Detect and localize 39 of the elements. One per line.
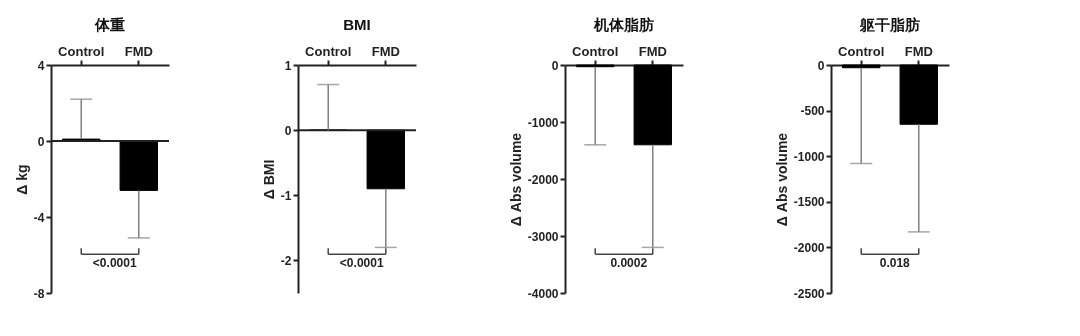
y-tick-label: -1000 xyxy=(527,115,559,130)
annotation: <0.0001 xyxy=(92,256,137,271)
x-tick-label: Control xyxy=(305,43,352,59)
y-axis-title: Δ BMI xyxy=(260,159,277,200)
y-tick-label: 4 xyxy=(37,58,45,73)
x-tick-label: Control xyxy=(572,43,619,59)
y-tick-label: -500 xyxy=(800,104,825,119)
y-tick-label: -1 xyxy=(280,188,292,203)
y-tick-label: 1 xyxy=(284,58,292,73)
y-tick-label: -4 xyxy=(33,210,45,225)
x-tick-label: FMD xyxy=(638,43,667,59)
annotation: 0.0002 xyxy=(610,256,648,271)
annotation: <0.0001 xyxy=(339,256,384,271)
x-tick-label: Control xyxy=(838,43,885,59)
y-axis-title: Δ Abs volume xyxy=(773,132,790,227)
annotation: 0.018 xyxy=(879,256,911,271)
y-tick-label: 0 xyxy=(817,58,825,73)
chart-title: 机体脂肪 xyxy=(593,16,654,33)
y-tick-label: -4000 xyxy=(527,286,559,301)
y-tick-label: -2 xyxy=(280,253,292,268)
chart-title: 躯干脂肪 xyxy=(859,16,920,33)
x-tick-label: Control xyxy=(58,43,105,59)
x-tick-label: FMD xyxy=(371,43,400,59)
y-tick-label: -1500 xyxy=(793,195,825,210)
y-tick-label: -2000 xyxy=(527,172,559,187)
y-tick-label: 0 xyxy=(551,58,559,73)
x-tick-label: FMD xyxy=(124,43,153,59)
y-tick-label: -8 xyxy=(33,286,45,301)
chart-title: 体重 xyxy=(94,16,125,33)
chart-title: BMI xyxy=(343,16,371,33)
y-tick-label: 0 xyxy=(37,134,45,149)
y-tick-label: -1000 xyxy=(793,149,825,164)
y-tick-label: -2000 xyxy=(793,240,825,255)
y-axis-title: Δ Abs volume xyxy=(507,132,524,227)
y-tick-label: 0 xyxy=(284,123,292,138)
x-tick-label: FMD xyxy=(904,43,933,59)
y-tick-label: -2500 xyxy=(793,286,825,301)
y-axis-title: Δ kg xyxy=(13,164,30,195)
y-tick-label: -3000 xyxy=(527,229,559,244)
